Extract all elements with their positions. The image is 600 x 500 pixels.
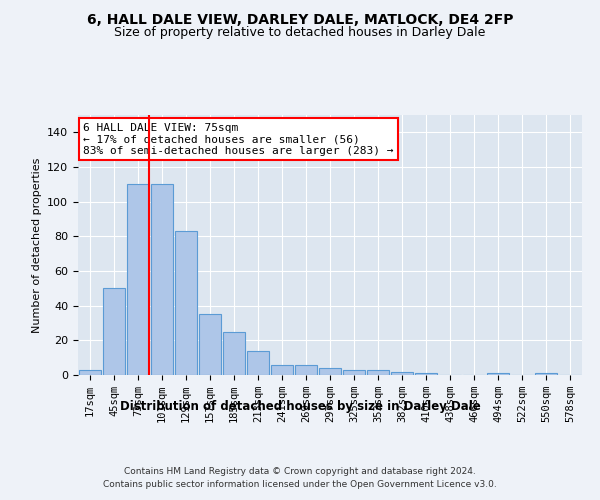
Bar — [271, 364, 293, 375]
Bar — [295, 364, 317, 375]
Bar — [199, 314, 221, 375]
Text: Distribution of detached houses by size in Darley Dale: Distribution of detached houses by size … — [119, 400, 481, 413]
Text: Size of property relative to detached houses in Darley Dale: Size of property relative to detached ho… — [115, 26, 485, 39]
Bar — [223, 332, 245, 375]
Bar — [415, 374, 437, 375]
Bar — [343, 370, 365, 375]
Bar — [151, 184, 173, 375]
Bar — [487, 374, 509, 375]
Bar — [79, 370, 101, 375]
Bar — [391, 372, 413, 375]
Bar — [103, 288, 125, 375]
Bar — [247, 350, 269, 375]
Bar — [319, 368, 341, 375]
Bar — [127, 184, 149, 375]
Bar — [175, 231, 197, 375]
Bar — [367, 370, 389, 375]
Text: Contains HM Land Registry data © Crown copyright and database right 2024.: Contains HM Land Registry data © Crown c… — [124, 468, 476, 476]
Text: 6 HALL DALE VIEW: 75sqm
← 17% of detached houses are smaller (56)
83% of semi-de: 6 HALL DALE VIEW: 75sqm ← 17% of detache… — [83, 123, 394, 156]
Text: Contains public sector information licensed under the Open Government Licence v3: Contains public sector information licen… — [103, 480, 497, 489]
Text: 6, HALL DALE VIEW, DARLEY DALE, MATLOCK, DE4 2FP: 6, HALL DALE VIEW, DARLEY DALE, MATLOCK,… — [87, 12, 513, 26]
Bar — [535, 374, 557, 375]
Y-axis label: Number of detached properties: Number of detached properties — [32, 158, 41, 332]
